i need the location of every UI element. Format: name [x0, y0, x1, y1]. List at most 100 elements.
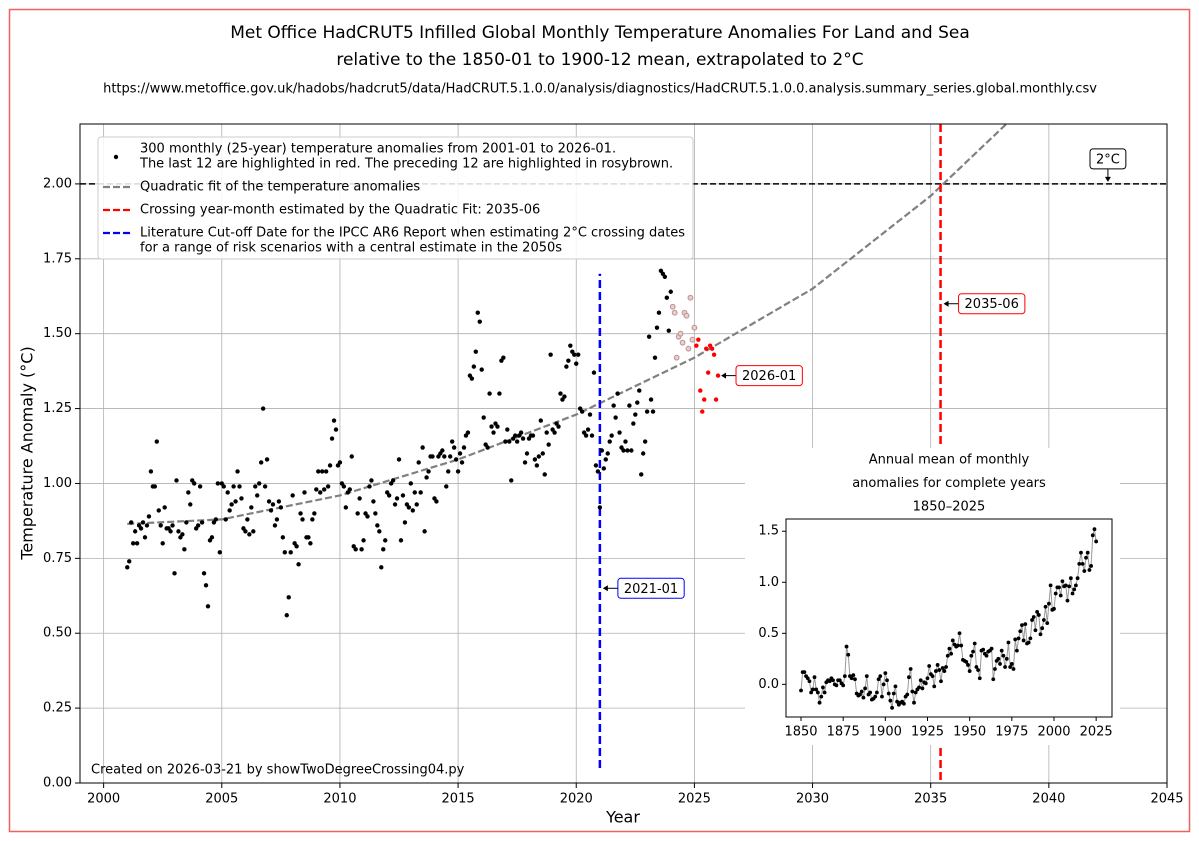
data-point: [696, 337, 701, 342]
inset-point: [1030, 618, 1034, 622]
data-point: [349, 454, 354, 459]
inset-point: [957, 631, 962, 636]
inset-point: [1070, 591, 1075, 596]
data-point: [186, 490, 191, 495]
data-point: [709, 346, 715, 351]
data-point: [617, 430, 622, 435]
inset-point: [1001, 653, 1006, 658]
inset-point: [810, 687, 815, 692]
inset-point: [1018, 629, 1023, 634]
data-point: [449, 439, 455, 444]
data-point: [201, 571, 207, 576]
data-point: [640, 451, 646, 456]
data-point: [639, 472, 644, 477]
inset-point: [944, 665, 948, 669]
inset-point: [1075, 576, 1080, 581]
inset-point: [841, 683, 846, 688]
inset-point: [910, 689, 915, 694]
data-point: [489, 424, 494, 429]
inset-y-tick-label: 0.0: [758, 677, 779, 692]
data-point: [249, 505, 254, 510]
data-point: [491, 430, 496, 435]
inset-point: [1031, 615, 1036, 619]
data-point: [247, 532, 252, 537]
chart-title: relative to the 1850-01 to 1900-12 mean,…: [336, 50, 863, 70]
inset-point: [955, 643, 960, 648]
data-point: [587, 412, 593, 417]
data-point: [503, 439, 508, 444]
data-point: [434, 499, 439, 504]
data-point: [316, 469, 321, 474]
data-point: [270, 502, 276, 507]
data-point: [373, 511, 378, 516]
data-point: [227, 508, 232, 513]
arrow-head: [721, 372, 727, 379]
fit-line: [127, 123, 1008, 525]
inset-frame: [785, 518, 1113, 718]
data-point: [321, 487, 327, 492]
data-point: [284, 613, 289, 618]
x-tick-label: 2005: [205, 792, 238, 807]
inset-point: [901, 701, 906, 706]
data-point: [677, 330, 684, 337]
data-point: [475, 310, 480, 315]
data-point: [671, 309, 678, 316]
data-point: [308, 541, 313, 546]
data-point: [451, 445, 457, 450]
data-point: [182, 547, 187, 552]
data-point: [325, 484, 331, 489]
inset-point: [1079, 550, 1083, 555]
data-point: [221, 484, 226, 489]
inset-y-tick-label: 1.5: [758, 524, 779, 539]
data-point: [300, 517, 305, 522]
data-point: [448, 454, 453, 459]
inset-point: [945, 653, 950, 658]
data-point: [365, 514, 370, 519]
data-point: [603, 457, 608, 462]
inset-point: [972, 641, 977, 646]
data-point: [243, 529, 248, 534]
inset-y-tick-label: 0.5: [758, 626, 779, 641]
y-tick-label: 0.50: [43, 626, 72, 641]
legend-text: Literature Cut-off Date for the IPCC AR6…: [140, 226, 685, 241]
data-point: [679, 339, 686, 346]
data-point: [621, 448, 626, 453]
data-point: [258, 460, 264, 465]
inset-point: [842, 674, 847, 679]
inset-point: [942, 669, 947, 673]
data-point: [650, 409, 656, 414]
data-point: [536, 454, 542, 459]
data-point: [424, 475, 429, 480]
data-point: [381, 547, 386, 552]
data-point: [195, 523, 201, 528]
inset-point: [831, 678, 835, 683]
data-point: [375, 523, 380, 528]
data-point: [278, 505, 284, 510]
inset-point: [805, 676, 810, 681]
data-point: [229, 502, 234, 507]
data-point: [574, 361, 579, 366]
data-point: [579, 409, 585, 414]
data-point: [615, 391, 620, 396]
inset-point: [1038, 632, 1043, 637]
data-point: [337, 460, 343, 465]
data-point: [552, 430, 557, 435]
inset-point: [976, 668, 980, 672]
data-point: [420, 445, 425, 450]
data-point: [262, 484, 268, 489]
inset-point: [939, 679, 943, 684]
inset-point: [1089, 564, 1093, 568]
data-point: [371, 499, 376, 504]
frame: [8, 8, 1191, 833]
inset-point: [1021, 638, 1026, 643]
data-point: [591, 370, 597, 375]
inset-point: [927, 664, 932, 668]
inset-point: [1013, 637, 1018, 642]
data-point: [396, 457, 402, 462]
y-axis-label: Temperature Anomaly (°C): [18, 346, 37, 560]
data-point: [377, 529, 382, 534]
legend-text: 300 monthly (25-year) temperature anomal…: [140, 142, 616, 157]
data-point: [251, 529, 256, 534]
legend-marker: [113, 154, 119, 160]
data-point: [485, 445, 490, 450]
